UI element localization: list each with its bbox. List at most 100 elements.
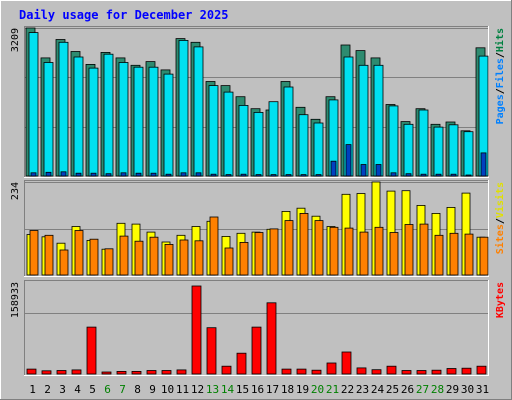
bar-files-day-9 (148, 66, 159, 177)
series-files (28, 32, 489, 177)
legend-visits-sites: Sites/Visits (494, 182, 506, 254)
bar-files-day-17 (268, 101, 279, 177)
bar-sites-day-27 (419, 223, 429, 276)
bar-sites-day-20 (314, 220, 324, 276)
bar-sites-day-2 (44, 234, 54, 276)
bar-files-day-26 (403, 123, 414, 177)
x-tick-label: 4 (74, 383, 81, 396)
bar-files-day-19 (298, 114, 309, 177)
x-tick-label: 1 (29, 383, 36, 396)
x-tick-label: 28 (431, 383, 444, 396)
bar-sites-day-7 (119, 235, 129, 276)
bar-kbytes-day-5 (86, 326, 97, 375)
bar-kbytes-day-18 (281, 368, 292, 375)
bar-sites-day-25 (389, 232, 399, 276)
x-tick-label: 11 (176, 383, 189, 396)
bar-sites-day-10 (164, 243, 174, 276)
bar-sites-day-6 (104, 248, 114, 276)
bar-sites-day-16 (254, 232, 264, 276)
x-tick-label: 7 (119, 383, 126, 396)
bar-sites-day-5 (89, 238, 99, 276)
x-tick-label: 21 (326, 383, 339, 396)
bar-pages-day-1 (30, 172, 37, 177)
x-tick-label: 29 (446, 383, 459, 396)
bar-pages-day-7 (120, 172, 127, 177)
bar-pages-day-21 (330, 160, 337, 177)
bar-pages-day-3 (60, 171, 67, 177)
bar-pages-day-23 (360, 164, 367, 177)
bar-pages-day-5 (90, 172, 97, 177)
y-max-label: 3209 (10, 28, 21, 52)
bar-files-day-25 (388, 105, 399, 177)
bar-sites-day-28 (434, 234, 444, 276)
bar-sites-day-11 (179, 239, 189, 276)
bar-kbytes-day-14 (221, 365, 232, 375)
bar-pages-day-4 (75, 172, 82, 177)
bar-kbytes-day-8 (131, 370, 142, 375)
bar-pages-day-6 (105, 173, 112, 177)
bar-pages-day-2 (45, 171, 52, 177)
bar-files-day-13 (208, 85, 219, 177)
bar-kbytes-day-26 (401, 370, 412, 375)
series-sites (29, 212, 489, 276)
panel-kbytes: 158933 KBytes (10, 280, 506, 376)
bar-sites-day-26 (404, 224, 414, 276)
bar-kbytes-day-25 (386, 365, 397, 375)
x-tick-label: 31 (476, 383, 489, 396)
bar-kbytes-day-20 (311, 369, 322, 375)
bar-pages-day-15 (240, 173, 247, 177)
bar-sites-day-9 (149, 236, 159, 276)
x-tick-label: 17 (266, 383, 279, 396)
bar-files-day-8 (133, 66, 144, 177)
bar-files-day-11 (178, 40, 189, 177)
bar-kbytes-day-9 (146, 370, 157, 375)
bar-kbytes-day-1 (26, 368, 37, 375)
bar-sites-day-8 (134, 240, 144, 276)
y-max-label: 158933 (10, 282, 21, 318)
bar-sites-day-18 (284, 220, 294, 276)
legend-item: Visits (494, 182, 506, 218)
x-tick-label: 5 (89, 383, 96, 396)
bar-pages-day-19 (300, 174, 307, 177)
bar-sites-day-1 (29, 230, 39, 276)
bar-pages-day-16 (255, 174, 262, 177)
x-tick-label: 18 (281, 383, 294, 396)
bar-kbytes-day-12 (191, 285, 202, 375)
bar-sites-day-24 (374, 226, 384, 276)
bar-files-day-29 (448, 124, 459, 177)
bar-kbytes-day-22 (341, 351, 352, 375)
x-tick-label: 22 (341, 383, 354, 396)
bar-sites-day-15 (239, 241, 249, 276)
bar-files-day-6 (103, 53, 114, 177)
bar-files-day-27 (418, 109, 429, 177)
bar-files-day-20 (313, 122, 324, 177)
bar-kbytes-day-17 (266, 302, 277, 375)
bar-files-day-5 (88, 67, 99, 177)
bar-sites-day-31 (479, 236, 489, 276)
x-tick-label: 13 (206, 383, 219, 396)
bar-sites-day-23 (359, 231, 369, 276)
legend-item: Files (494, 58, 506, 88)
bar-files-day-3 (58, 41, 69, 177)
bar-files-day-2 (43, 62, 54, 177)
bar-kbytes-day-6 (101, 371, 112, 375)
x-tick-label: 19 (296, 383, 309, 396)
bar-kbytes-day-29 (446, 368, 457, 375)
legend-item: Hits (494, 28, 506, 52)
bar-kbytes-day-31 (476, 365, 487, 375)
legend-item: / (495, 218, 506, 224)
x-tick-label: 30 (461, 383, 474, 396)
bar-pages-day-18 (285, 174, 292, 177)
bar-pages-day-13 (210, 173, 217, 177)
legend-item: Pages (495, 94, 506, 124)
bar-sites-day-3 (59, 249, 69, 276)
bar-sites-day-13 (209, 216, 219, 276)
bar-kbytes-day-28 (431, 369, 442, 375)
bar-kbytes-day-13 (206, 327, 217, 375)
x-tick-label: 6 (104, 383, 111, 396)
bar-kbytes-day-10 (161, 370, 172, 375)
bar-sites-day-22 (344, 227, 354, 276)
bar-sites-day-14 (224, 247, 234, 276)
legend-item: Sites (494, 224, 506, 254)
